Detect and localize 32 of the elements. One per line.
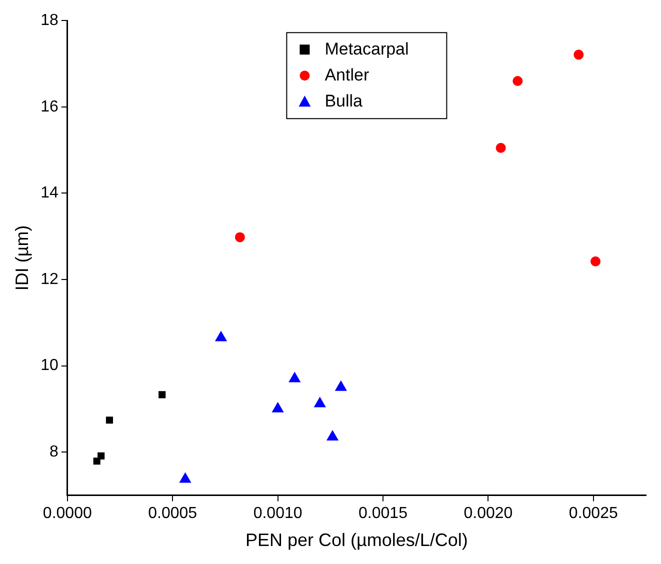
legend-label: Antler	[324, 65, 370, 84]
legend-label: Metacarpal	[324, 39, 409, 58]
point	[98, 452, 105, 460]
y-tick-label: 8	[49, 443, 58, 460]
x-tick-label: 0.0025	[568, 505, 618, 522]
point	[574, 50, 584, 60]
x-tick-label: 0.0010	[253, 505, 302, 522]
point	[334, 380, 347, 391]
point	[272, 402, 284, 412]
legend-label: Bulla	[324, 91, 364, 110]
point	[314, 396, 326, 408]
point	[326, 430, 339, 440]
x-tick-label: 0.0005	[148, 505, 198, 522]
x-tick-label: 0.0000	[42, 505, 92, 522]
point	[179, 472, 192, 483]
y-tick-label: 18	[40, 12, 58, 30]
point	[288, 372, 301, 382]
x-tick-label: 0.0015	[358, 505, 408, 522]
y-tick-label: 16	[40, 98, 58, 116]
y-tick-label: 12	[40, 270, 58, 288]
point	[158, 391, 166, 398]
y-axis-title: IDI (µm)	[12, 225, 32, 291]
y-tick-label: 10	[40, 357, 58, 374]
x-axis-title: PEN per Col (µmoles/L/Col)	[245, 530, 468, 550]
x-tick-label: 0.0020	[464, 505, 513, 522]
point	[590, 256, 601, 266]
y-tick-label: 14	[40, 184, 58, 202]
point	[106, 416, 114, 424]
point	[214, 330, 228, 342]
point	[234, 232, 245, 242]
point	[512, 76, 523, 86]
point	[496, 142, 506, 153]
